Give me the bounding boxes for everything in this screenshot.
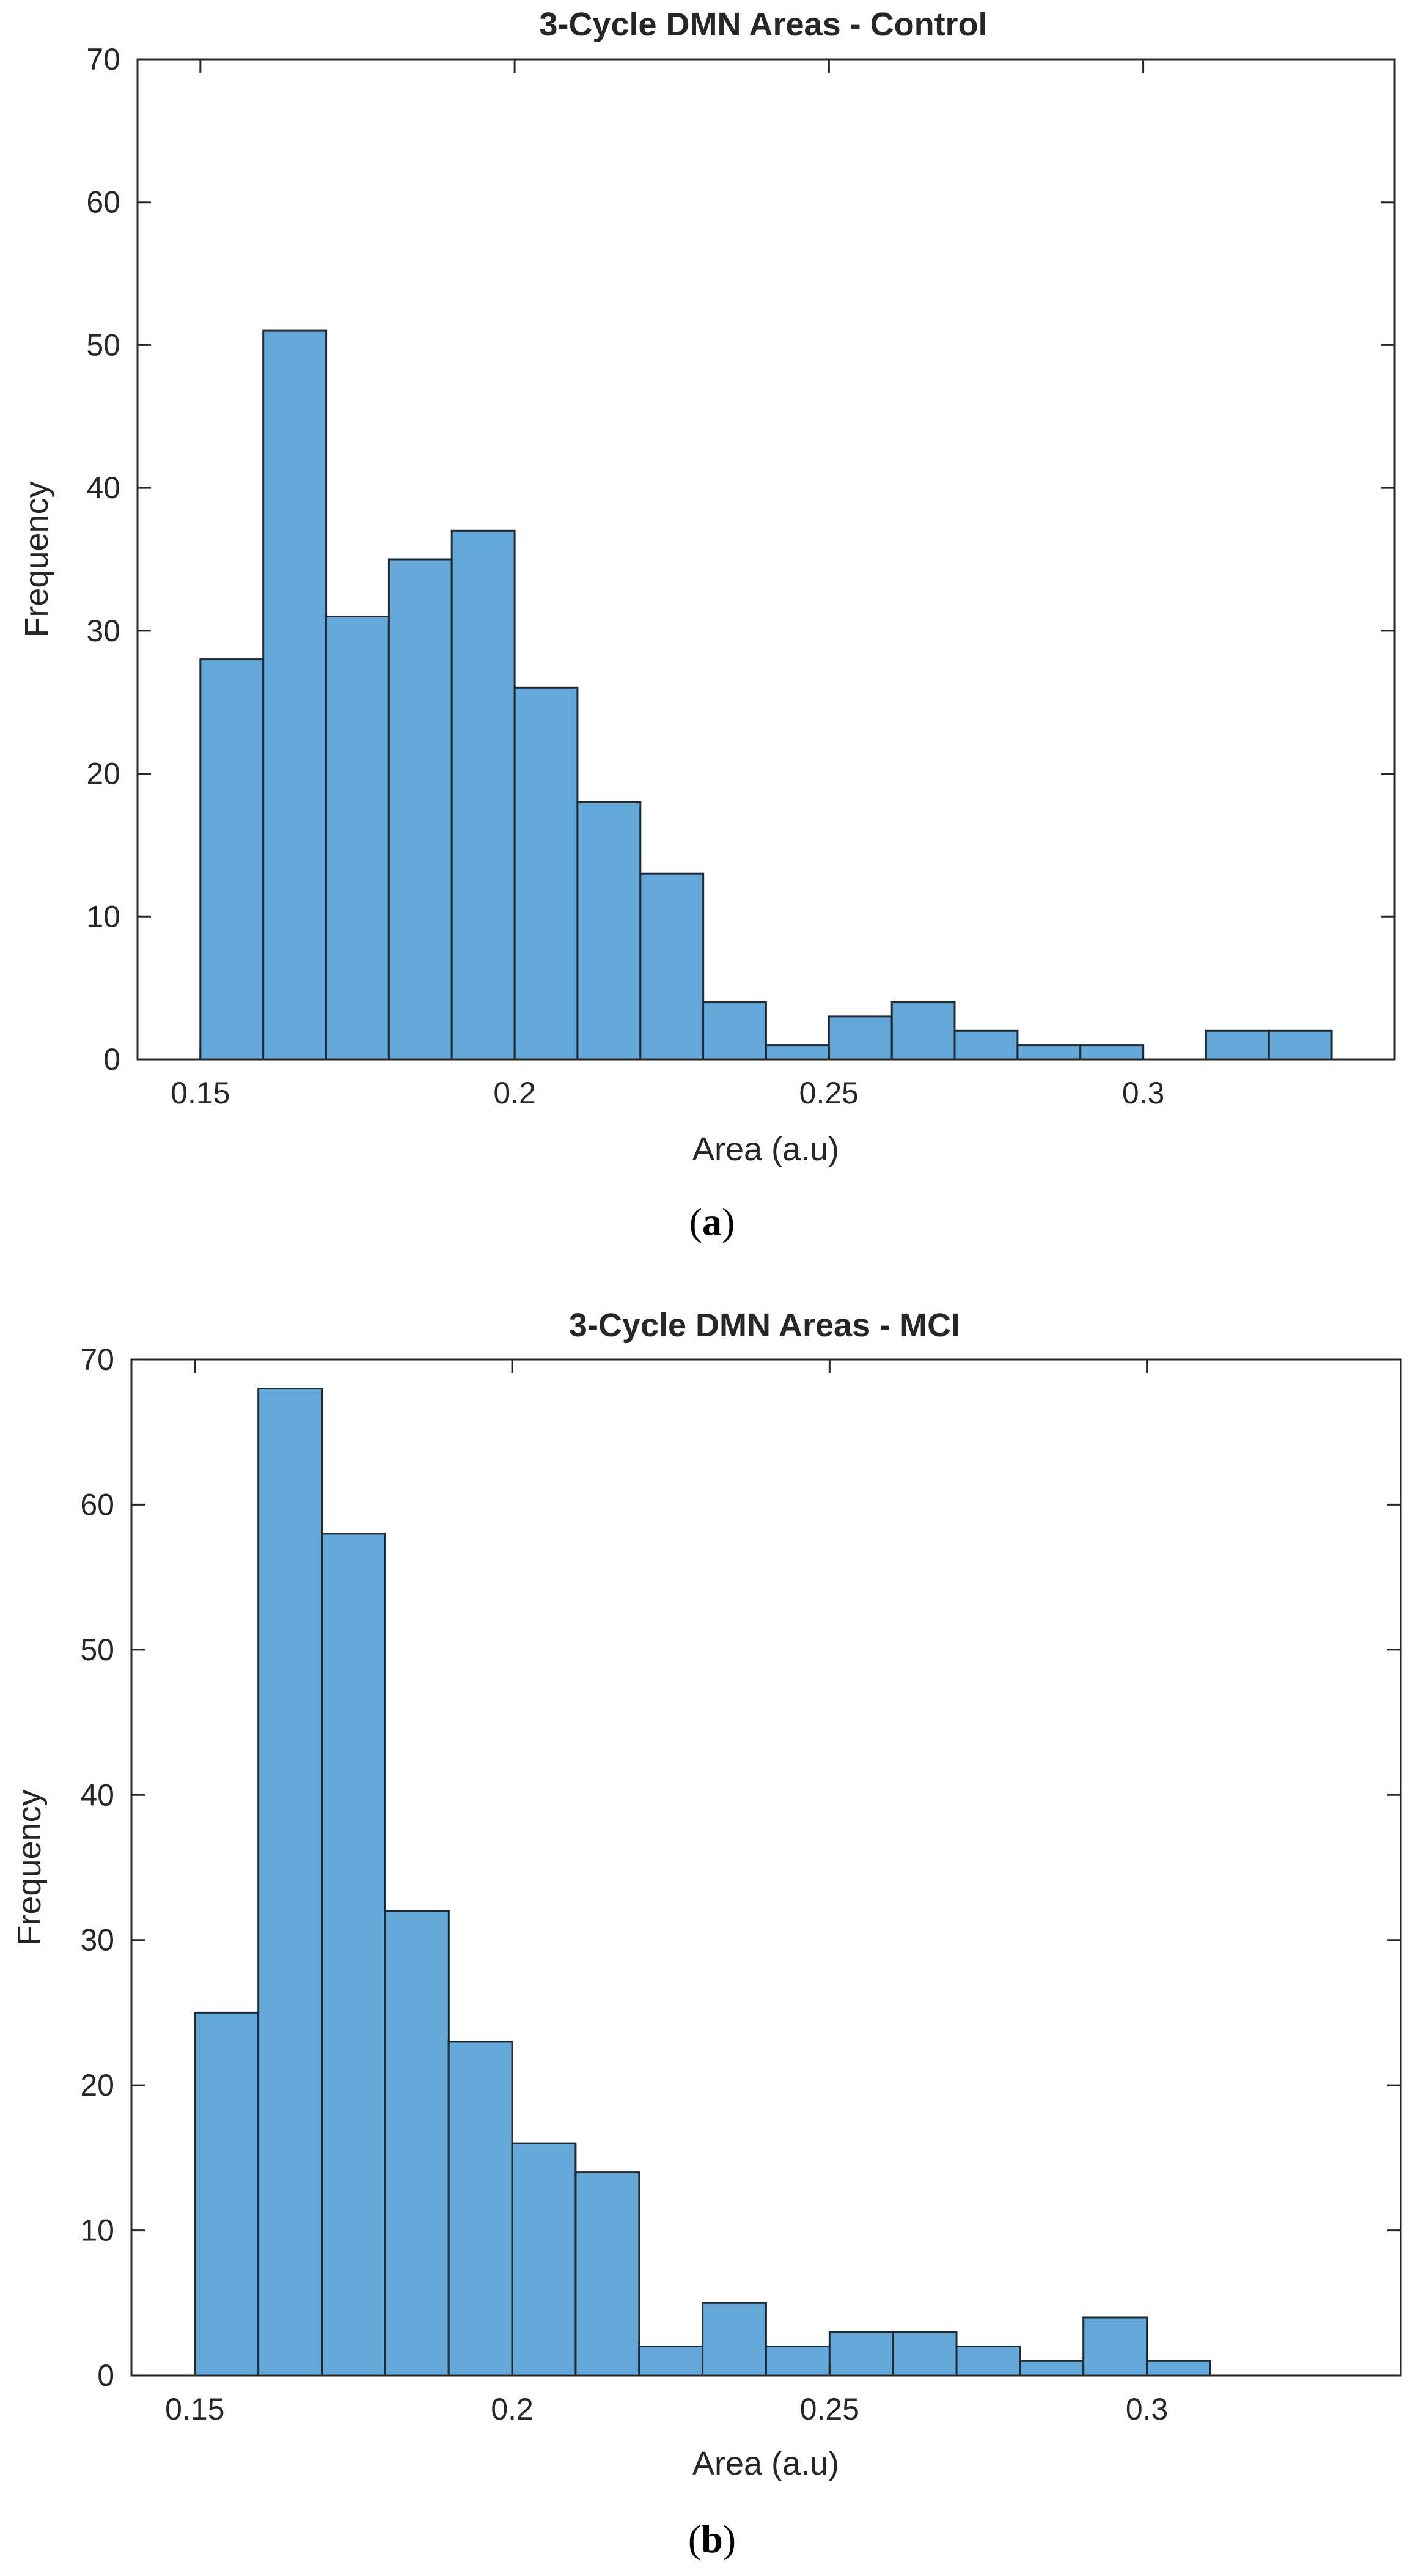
panel-caption: (a)	[689, 1200, 735, 1243]
panel-caption: (b)	[688, 2517, 736, 2561]
histogram-bar	[262, 329, 328, 1061]
histogram-bar	[828, 1015, 893, 1061]
histogram-bar	[384, 1910, 450, 2377]
x-tick-label: 0.15	[165, 2392, 224, 2426]
y-tick-label: 0	[103, 1042, 120, 1076]
y-axis-label: Frequency	[18, 481, 55, 637]
y-tick-label: 70	[86, 42, 120, 76]
histogram-bar	[1082, 2316, 1148, 2377]
x-axis-label: Area (a.u)	[692, 2445, 839, 2482]
histogram-bar	[1019, 2360, 1085, 2377]
histogram-bar	[450, 529, 516, 1061]
y-tick-label: 40	[80, 1778, 114, 1812]
chart-title: 3-Cycle DMN Areas - Control	[539, 6, 987, 43]
histogram-bar	[639, 872, 705, 1061]
ticks-group: 0.15 0.2 0.25 0.3 0 10 20 30 40 50 60 70	[86, 42, 1395, 1110]
histogram-bar	[511, 2142, 577, 2377]
histogram-bar	[1079, 1044, 1145, 1061]
x-tick-label: 0.2	[493, 1076, 536, 1110]
histogram-mci-panel: 3-Cycle DMN Areas - MCI 0.15 0.2 0.25 0.3 0 1…	[11, 1307, 1402, 2561]
histogram-bar	[765, 2346, 831, 2377]
y-tick-label: 10	[80, 2214, 114, 2248]
x-tick-label: 0.2	[491, 2392, 534, 2426]
histogram-bar	[387, 558, 453, 1061]
panel-caption-letter: a	[702, 1200, 722, 1243]
y-tick-label: 20	[80, 2068, 114, 2102]
histogram-bar	[828, 2331, 894, 2377]
y-tick-label: 50	[80, 1633, 114, 1667]
histogram-bar	[194, 2011, 260, 2377]
histogram-bar	[1016, 1044, 1082, 1061]
histogram-bar	[890, 1001, 956, 1061]
y-tick-label: 0	[97, 2358, 114, 2393]
histogram-bar	[199, 658, 265, 1061]
y-tick-label: 60	[86, 185, 120, 219]
x-tick-label: 0.3	[1126, 2392, 1169, 2426]
panel-caption-letter: b	[701, 2517, 723, 2561]
histogram-bar	[1205, 1029, 1270, 1061]
histogram-bar	[576, 801, 642, 1061]
ticks-group: 0.15 0.2 0.25 0.3 0 10 20 30 40 50 60 70	[80, 1342, 1401, 2426]
histogram-bar	[765, 1044, 830, 1061]
y-tick-label: 40	[86, 471, 120, 505]
histogram-bar	[1268, 1029, 1333, 1061]
y-tick-label: 30	[86, 614, 120, 648]
axes-box	[130, 1358, 1402, 2377]
x-tick-label: 0.3	[1122, 1076, 1165, 1110]
x-axis-label: Area (a.u)	[692, 1131, 839, 1168]
y-tick-label: 10	[86, 899, 120, 933]
histogram-bar	[955, 2346, 1021, 2377]
y-tick-label: 50	[86, 328, 120, 362]
axes-box	[136, 58, 1396, 1061]
bars-group	[194, 1388, 1211, 2377]
x-tick-label: 0.25	[800, 2392, 859, 2426]
histogram-bar	[321, 1533, 386, 2377]
histogram-bar	[638, 2346, 704, 2377]
histogram-bar	[1146, 2360, 1211, 2377]
histogram-bar	[325, 616, 390, 1061]
y-tick-label: 30	[80, 1923, 114, 1957]
histogram-bar	[892, 2331, 958, 2377]
histogram-bar	[513, 686, 579, 1061]
histogram-control-panel: 3-Cycle DMN Areas - Control 0.15 0.2 0.25 0…	[18, 6, 1396, 1243]
y-axis-label: Frequency	[11, 1789, 48, 1945]
y-tick-label: 60	[80, 1487, 114, 1522]
x-tick-label: 0.15	[171, 1076, 230, 1110]
histogram-bar	[574, 2171, 640, 2377]
histogram-bar	[702, 2302, 767, 2377]
bars-group	[199, 329, 1333, 1061]
y-tick-label: 70	[80, 1342, 114, 1377]
histogram-bar	[257, 1388, 323, 2377]
histogram-bar	[702, 1001, 767, 1061]
x-tick-label: 0.25	[799, 1076, 859, 1110]
chart-title: 3-Cycle DMN Areas - MCI	[569, 1307, 960, 1344]
y-tick-label: 20	[86, 757, 120, 791]
histogram-bar	[447, 2041, 513, 2377]
histogram-bar	[953, 1029, 1019, 1061]
